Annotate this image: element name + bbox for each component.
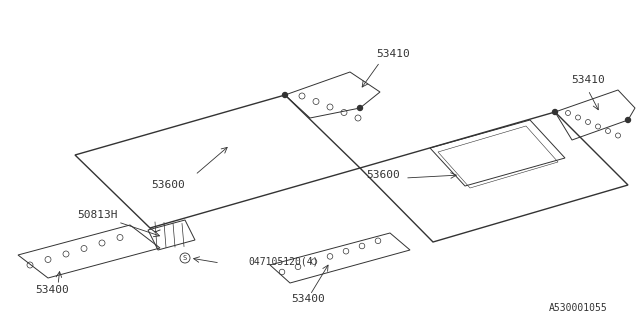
Circle shape [625,117,630,123]
Text: 53400: 53400 [35,285,69,295]
Text: 50813H: 50813H [77,210,118,220]
Circle shape [358,106,362,110]
Text: 047105120(4): 047105120(4) [248,257,319,267]
Text: 53400: 53400 [291,294,325,304]
Circle shape [552,109,557,115]
Text: S: S [183,255,187,261]
Text: 53600: 53600 [151,180,185,190]
Text: A530001055: A530001055 [549,303,608,313]
Circle shape [282,92,287,98]
Text: 53410: 53410 [571,75,605,85]
Text: 53600: 53600 [366,170,400,180]
Text: 53410: 53410 [376,49,410,59]
